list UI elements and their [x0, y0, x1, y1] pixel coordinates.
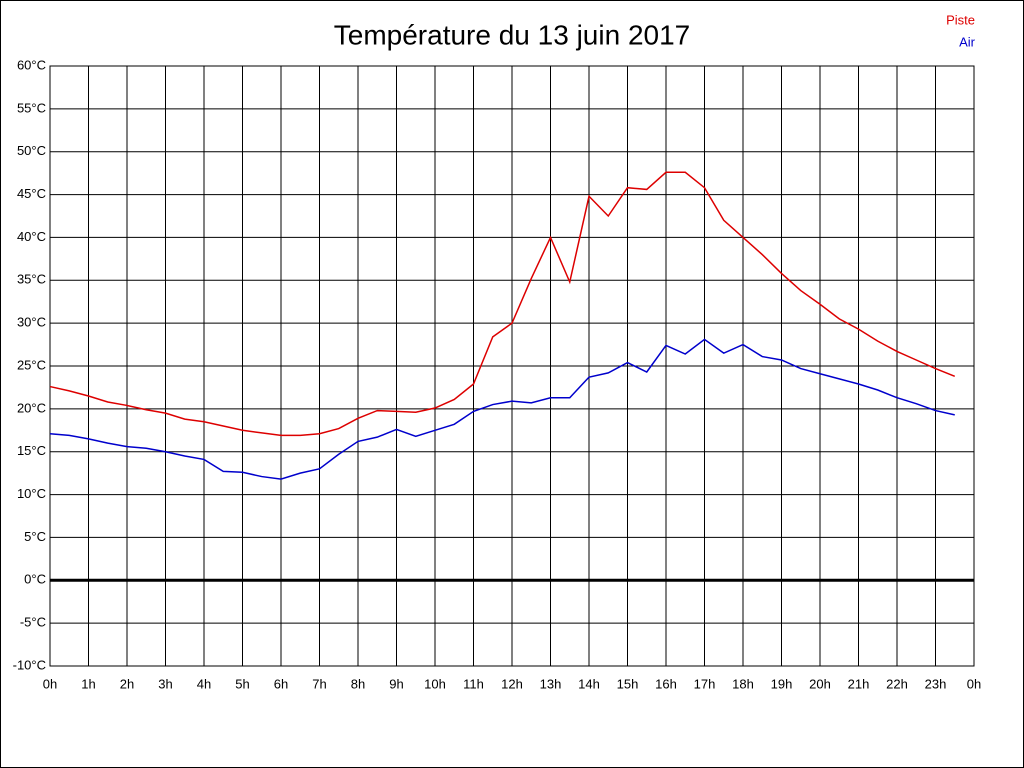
- legend-label: Air: [959, 34, 976, 49]
- x-tick-label: 11h: [463, 676, 484, 691]
- y-tick-label: 35°C: [17, 272, 46, 287]
- x-tick-label: 4h: [197, 676, 211, 691]
- y-tick-label: 60°C: [17, 57, 46, 72]
- x-tick-label: 6h: [274, 676, 288, 691]
- legend-label: Piste: [946, 12, 975, 27]
- y-tick-label: 15°C: [17, 443, 46, 458]
- x-tick-label: 0h: [43, 676, 57, 691]
- x-tick-label: 20h: [809, 676, 831, 691]
- x-tick-label: 7h: [312, 676, 326, 691]
- y-tick-label: 20°C: [17, 400, 46, 415]
- x-tick-label: 9h: [389, 676, 403, 691]
- x-tick-label: 0h: [967, 676, 981, 691]
- x-tick-label: 2h: [120, 676, 134, 691]
- y-tick-label: 0°C: [24, 572, 46, 587]
- y-tick-label: 45°C: [17, 186, 46, 201]
- x-tick-label: 15h: [617, 676, 639, 691]
- chart-title: Température du 13 juin 2017: [334, 19, 690, 50]
- x-tick-label: 16h: [655, 676, 677, 691]
- x-tick-label: 23h: [925, 676, 947, 691]
- x-tick-label: 17h: [694, 676, 716, 691]
- y-tick-label: 50°C: [17, 143, 46, 158]
- y-tick-label: -5°C: [20, 615, 46, 630]
- x-tick-label: 8h: [351, 676, 365, 691]
- y-tick-label: -10°C: [13, 657, 46, 672]
- y-tick-label: 10°C: [17, 486, 46, 501]
- series-line: [49, 171, 956, 437]
- x-tick-label: 19h: [771, 676, 793, 691]
- series-line: [49, 338, 955, 480]
- x-tick-label: 3h: [158, 676, 172, 691]
- x-tick-label: 12h: [501, 676, 523, 691]
- x-tick-label: 13h: [540, 676, 562, 691]
- y-tick-label: 25°C: [17, 357, 46, 372]
- x-tick-label: 18h: [732, 676, 754, 691]
- y-tick-label: 5°C: [24, 529, 46, 544]
- x-tick-label: 5h: [235, 676, 249, 691]
- x-tick-label: 21h: [848, 676, 870, 691]
- y-tick-label: 30°C: [17, 315, 46, 330]
- y-tick-label: 40°C: [17, 229, 46, 244]
- y-tick-label: 55°C: [17, 100, 46, 115]
- x-tick-label: 14h: [578, 676, 600, 691]
- x-tick-label: 1h: [81, 676, 95, 691]
- x-tick-label: 22h: [886, 676, 908, 691]
- x-tick-label: 10h: [424, 676, 446, 691]
